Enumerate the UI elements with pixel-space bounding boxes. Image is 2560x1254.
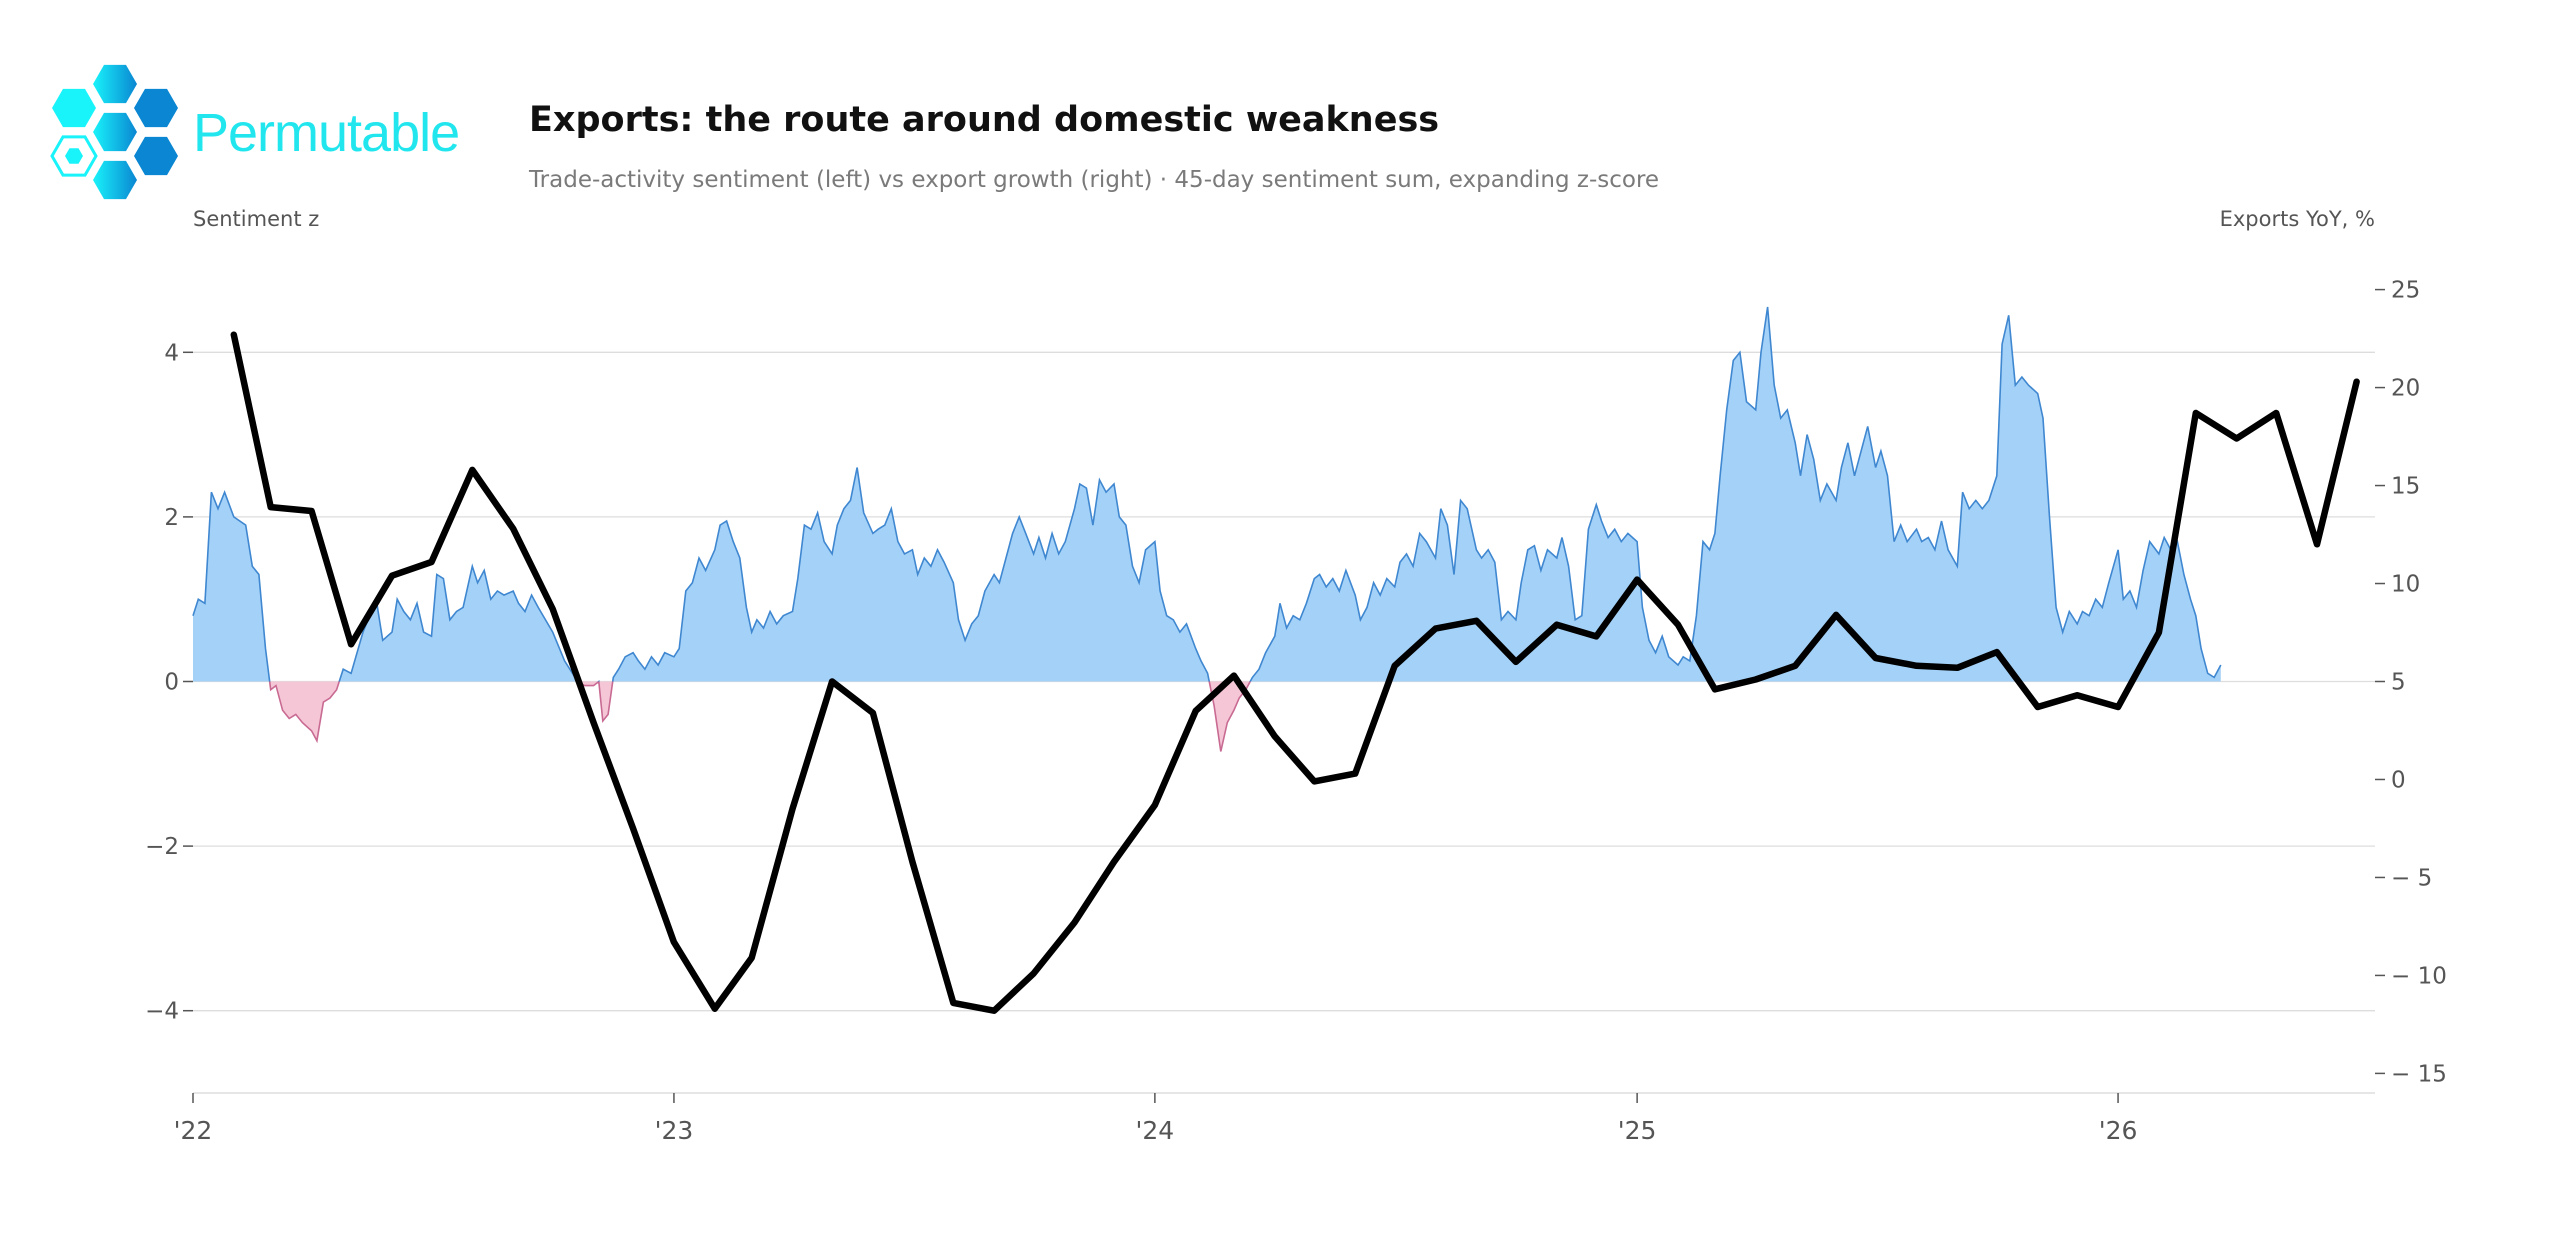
y-tick-label: 4 <box>164 340 179 366</box>
logo-hexagon-core <box>65 148 83 164</box>
axes: −4 −2 0 2 4 − 15 − 10 − 5 0 5 10 15 20 25 '22 '23 '24 '25… <box>145 278 2447 1145</box>
x-tick-label: '25 <box>1618 1116 1657 1145</box>
y-tick-label: 2 <box>164 505 179 531</box>
sentiment-negative-line <box>268 681 1252 752</box>
y2-tick-label: 20 <box>2391 376 2420 402</box>
sentiment-positive-area <box>193 307 2221 682</box>
logo-hexagon <box>93 112 137 152</box>
sentiment-positive-line <box>192 306 2222 682</box>
y2-tick-label: 15 <box>2391 474 2420 500</box>
logo-hexagon <box>93 64 137 104</box>
y2-tick-label: 0 <box>2391 767 2406 793</box>
logo-hexagon <box>134 88 178 128</box>
chart-subtitle: Trade-activity sentiment (left) vs expor… <box>529 167 1660 193</box>
x-tick-label: '22 <box>174 1116 213 1145</box>
logo-hexagon <box>93 160 137 200</box>
y2-tick-label: 5 <box>2391 670 2406 696</box>
permutable-logo <box>50 64 178 200</box>
brand-name: Permutable <box>193 103 460 163</box>
exports-yoy-line <box>230 331 2360 1014</box>
exports-line-layer <box>230 331 2360 1014</box>
x-tick-label: '23 <box>655 1116 694 1145</box>
sentiment-area <box>192 306 2222 752</box>
logo-hexagon <box>52 88 96 128</box>
logo-hexagon <box>50 135 98 177</box>
y2-tick-label: 25 <box>2391 278 2420 304</box>
y2-tick-label: − 5 <box>2391 865 2432 891</box>
chart-title: Exports: the route around domestic weakn… <box>529 100 1440 140</box>
y2-axis-label: Exports YoY, % <box>2220 207 2375 231</box>
y-axis-label: Sentiment z <box>193 207 319 231</box>
x-tick-label: '24 <box>1136 1116 1175 1145</box>
x-tick-label: '26 <box>2099 1116 2138 1145</box>
y2-tick-label: − 10 <box>2391 963 2447 989</box>
logo-hexagon <box>134 136 178 176</box>
y2-tick-label: − 15 <box>2391 1061 2447 1087</box>
y2-tick-label: 10 <box>2391 572 2420 598</box>
y-tick-label: −4 <box>145 999 179 1025</box>
y-tick-label: −2 <box>145 834 179 860</box>
y-tick-label: 0 <box>164 670 179 696</box>
